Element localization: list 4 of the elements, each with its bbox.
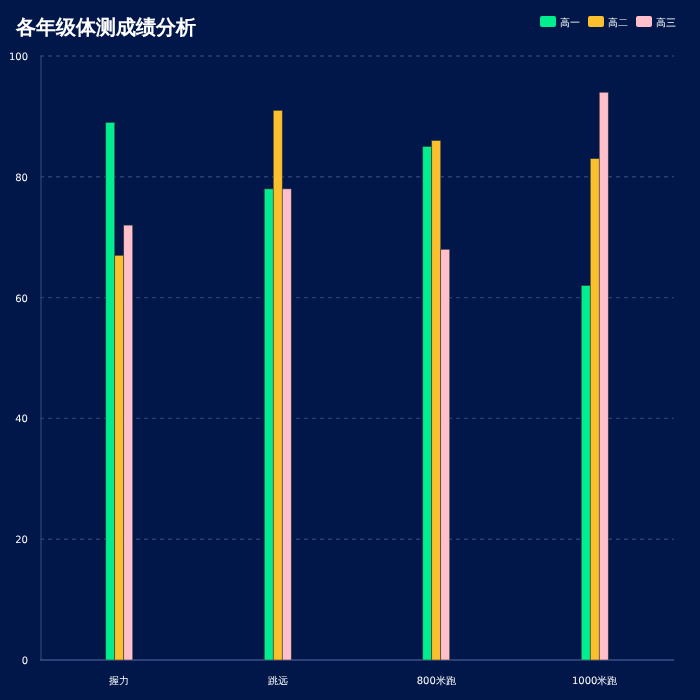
bar	[105, 122, 116, 661]
chart-title: 各年级体测成绩分析	[14, 16, 196, 40]
bar	[422, 146, 433, 661]
bar	[598, 91, 609, 661]
